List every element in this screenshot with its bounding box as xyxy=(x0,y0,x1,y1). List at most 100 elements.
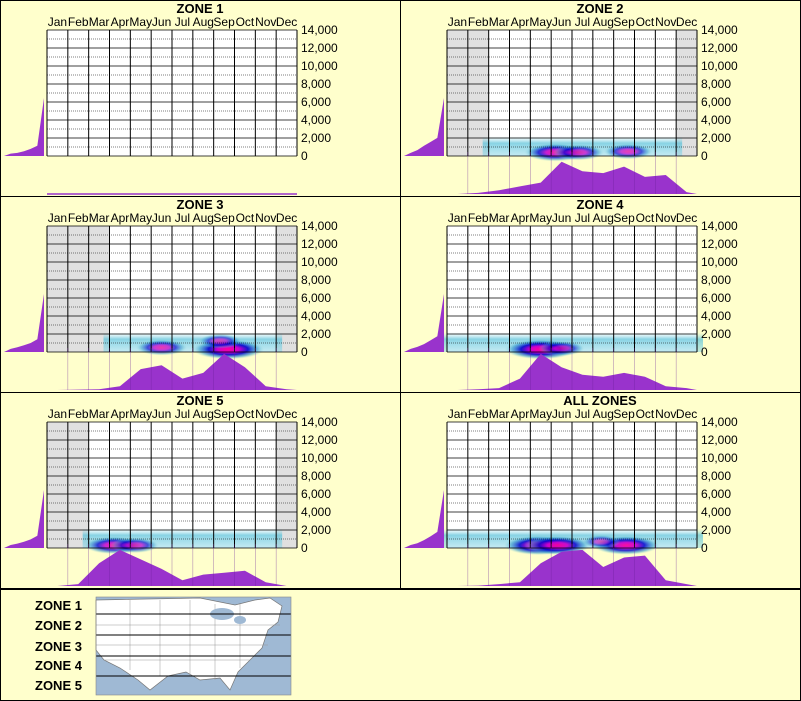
month-label: Jul xyxy=(575,407,590,421)
panel-title: ZONE 1 xyxy=(177,1,224,16)
y-tick-label: 10,000 xyxy=(701,255,738,269)
month-label: Nov xyxy=(255,15,276,29)
y-tick-label: 12,000 xyxy=(301,433,338,447)
month-label: Jan xyxy=(448,407,467,421)
month-label: Aug xyxy=(193,211,214,225)
month-label: Sep xyxy=(613,15,635,29)
month-label: Dec xyxy=(276,15,297,29)
heat-hotspot xyxy=(582,534,621,549)
y-tick-label: 8,000 xyxy=(301,77,331,91)
month-label: Jun xyxy=(152,407,171,421)
y-tick-label: 12,000 xyxy=(701,433,738,447)
legend-zone-label: ZONE 1 xyxy=(35,598,82,613)
y-tick-label: 2,000 xyxy=(301,327,331,341)
elevation-profile xyxy=(404,98,444,156)
y-tick-label: 12,000 xyxy=(701,41,738,55)
month-label: Oct xyxy=(636,407,655,421)
month-label: Jul xyxy=(175,407,190,421)
y-tick-label: 2,000 xyxy=(701,131,731,145)
inactive-month-dec xyxy=(676,30,697,156)
y-tick-label: 0 xyxy=(701,345,708,359)
y-tick-label: 4,000 xyxy=(301,113,331,127)
y-tick-label: 10,000 xyxy=(701,59,738,73)
month-label: Nov xyxy=(255,211,276,225)
month-label: Dec xyxy=(676,15,697,29)
month-label: Feb xyxy=(468,15,489,29)
month-label: Feb xyxy=(68,211,89,225)
y-tick-label: 14,000 xyxy=(301,415,338,429)
month-label: Dec xyxy=(276,407,297,421)
y-tick-label: 6,000 xyxy=(301,291,331,305)
month-label: Sep xyxy=(613,211,635,225)
us-map-thumbnail xyxy=(95,596,292,696)
y-tick-label: 14,000 xyxy=(301,23,338,37)
y-tick-label: 8,000 xyxy=(701,273,731,287)
month-label: Aug xyxy=(593,211,614,225)
y-tick-label: 14,000 xyxy=(301,219,338,233)
month-label: Feb xyxy=(68,15,89,29)
month-label: Jan xyxy=(448,211,467,225)
elevation-profile xyxy=(4,490,44,548)
elevation-profile xyxy=(4,294,44,352)
y-tick-label: 8,000 xyxy=(301,469,331,483)
heat-hotspot xyxy=(603,143,653,160)
y-tick-label: 12,000 xyxy=(301,41,338,55)
month-label: Oct xyxy=(236,15,255,29)
month-label: Jul xyxy=(175,15,190,29)
month-label: Jul xyxy=(575,211,590,225)
month-label: Aug xyxy=(593,407,614,421)
y-tick-label: 6,000 xyxy=(701,95,731,109)
month-label: Dec xyxy=(276,211,297,225)
month-label: Jan xyxy=(48,15,67,29)
month-label: Jun xyxy=(552,15,571,29)
month-label: Oct xyxy=(636,211,655,225)
heat-hotspot xyxy=(552,144,604,161)
y-tick-label: 10,000 xyxy=(301,451,338,465)
y-tick-label: 0 xyxy=(301,541,308,555)
month-label: May xyxy=(529,15,552,29)
month-label: Dec xyxy=(676,407,697,421)
month-label: Mar xyxy=(89,407,110,421)
legend-zone-label: ZONE 5 xyxy=(35,678,82,693)
y-tick-label: 8,000 xyxy=(701,77,731,91)
month-label: Jun xyxy=(152,211,171,225)
month-label: Sep xyxy=(213,15,235,29)
y-tick-label: 12,000 xyxy=(301,237,338,251)
month-label: Apr xyxy=(111,407,130,421)
y-tick-label: 6,000 xyxy=(301,487,331,501)
month-label: Feb xyxy=(68,407,89,421)
month-label: May xyxy=(129,15,152,29)
month-label: Jun xyxy=(152,15,171,29)
panel-title: ZONE 4 xyxy=(577,197,625,212)
month-label: Apr xyxy=(511,15,530,29)
y-tick-label: 12,000 xyxy=(701,237,738,251)
month-label: Mar xyxy=(89,211,110,225)
panel-title: ZONE 3 xyxy=(177,197,224,212)
y-tick-label: 4,000 xyxy=(701,505,731,519)
legend-zone-label: ZONE 4 xyxy=(35,658,83,673)
y-tick-label: 4,000 xyxy=(701,113,731,127)
inactive-month-dec xyxy=(276,422,297,548)
month-label: Jun xyxy=(552,407,571,421)
zone-panel-3: ZONE 3 Jan Feb Mar Apr May Jun Jul Aug Sep Oct Nov D… xyxy=(0,196,401,393)
month-label: Jun xyxy=(552,211,571,225)
month-label: Aug xyxy=(593,15,614,29)
panel-title: ZONE 5 xyxy=(177,393,224,408)
month-label: Jan xyxy=(448,15,467,29)
heat-hotspot xyxy=(198,333,242,349)
y-tick-label: 6,000 xyxy=(301,95,331,109)
y-tick-label: 0 xyxy=(701,149,708,163)
month-label: May xyxy=(529,407,552,421)
zone-panel-1: ZONE 1 Jan Feb Mar Apr May Jun Jul Aug Sep Oct Nov D… xyxy=(0,0,401,197)
y-tick-label: 6,000 xyxy=(701,291,731,305)
map-lakes xyxy=(234,616,246,624)
month-label: May xyxy=(129,211,152,225)
y-tick-label: 8,000 xyxy=(301,273,331,287)
y-tick-label: 2,000 xyxy=(701,523,731,537)
panel-title: ALL ZONES xyxy=(563,393,637,408)
inactive-month-feb xyxy=(67,226,89,352)
month-label: Oct xyxy=(236,407,255,421)
zone-legend: ZONE 1 ZONE 2 ZONE 3 ZONE 4 ZONE 5 xyxy=(0,589,801,701)
y-tick-label: 14,000 xyxy=(701,415,738,429)
